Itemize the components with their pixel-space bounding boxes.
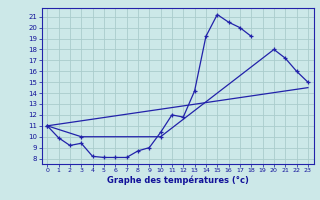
X-axis label: Graphe des températures (°c): Graphe des températures (°c): [107, 176, 249, 185]
